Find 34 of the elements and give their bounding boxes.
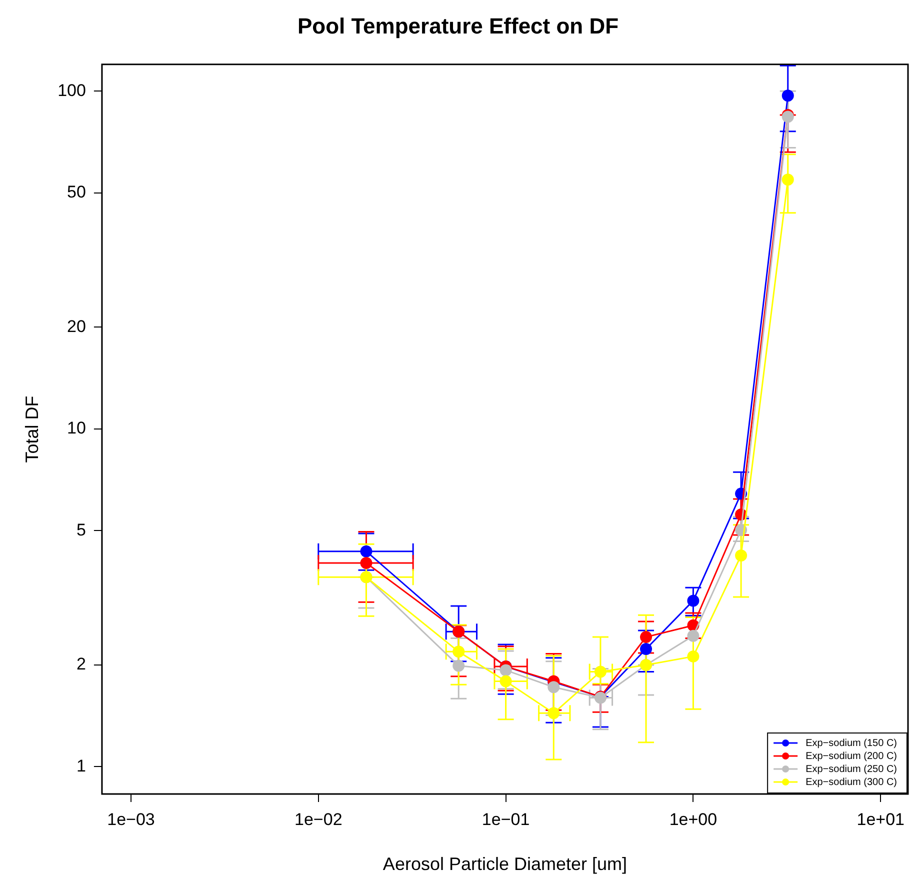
point [782,90,794,102]
point [594,666,606,678]
legend-label: Exp−sodium (150 C) [806,738,898,749]
point [687,650,700,662]
y-tick-label: 50 [67,182,86,202]
x-tick-label: 1e+00 [669,810,718,829]
y-axis-title: Total DF [22,396,42,463]
x-tick-label: 1e−03 [107,810,155,829]
point [452,660,465,672]
y-tick-label: 20 [67,316,86,336]
x-tick-label: 1e−02 [294,810,342,829]
point [687,594,700,607]
legend-label: Exp−sodium (200 C) [806,750,898,762]
y-tick-label: 100 [58,80,86,100]
point [500,675,512,688]
point [548,707,560,720]
point [687,630,700,642]
x-tick-label: 1e−01 [482,810,530,829]
point [452,646,465,658]
y-tick-label: 2 [76,654,86,674]
y-tick-label: 5 [76,520,86,540]
legend-label: Exp−sodium (300 C) [806,776,898,788]
legend-label: Exp−sodium (250 C) [806,764,898,775]
point [782,174,794,186]
y-tick-label: 10 [67,418,86,438]
chart-title: Pool Temperature Effect on DF [297,13,619,38]
point [640,643,652,656]
point [735,549,748,562]
point [640,631,652,644]
y-tick-label: 1 [76,756,86,776]
x-tick-label: 1e+01 [856,810,904,829]
x-axis-title: Aerosol Particle Diameter [um] [382,854,628,874]
point [500,664,512,676]
point [548,681,560,694]
